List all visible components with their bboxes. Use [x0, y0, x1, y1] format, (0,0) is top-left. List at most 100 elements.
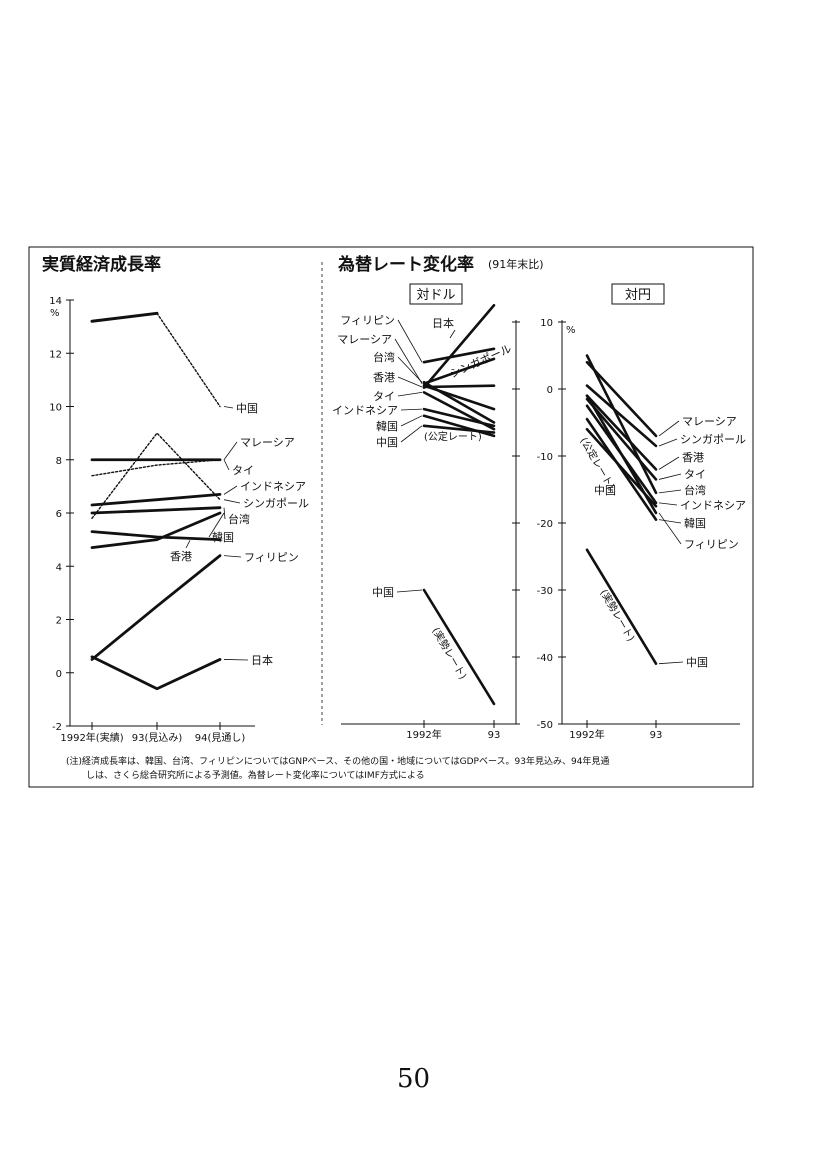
usd-series-label: 日本 [432, 316, 454, 330]
jpy-series-label: フィリピン [684, 538, 739, 551]
usd-official-rate-label: (公定レート) [424, 430, 482, 443]
growth-x-tick-label: 93(見込み) [132, 732, 183, 744]
growth-line-series-2 [91, 459, 221, 477]
growth-line-series-0-segment [156, 312, 221, 408]
growth-line-series-3 [90, 492, 222, 507]
jpy-series-label: 台湾 [684, 483, 706, 497]
page-number: 50 [396, 1064, 431, 1094]
growth-leader-line [223, 485, 238, 495]
jpy-leader-line [658, 420, 680, 437]
growth-series-label: 香港 [170, 550, 192, 563]
growth-line-series-0 [90, 311, 159, 323]
growth-line-series-4 [91, 432, 221, 520]
growth-leader-line [223, 499, 241, 504]
growth-series-label: タイ [232, 464, 254, 477]
usd-leader-line [400, 408, 423, 411]
jpy-line-series-1 [585, 384, 658, 448]
growth-x-tick-label: 94(見通し) [195, 732, 246, 744]
growth-line-series-8 [90, 554, 222, 661]
growth-y-tick-label: 6 [56, 509, 62, 520]
usd-series-label: 台湾 [373, 350, 395, 364]
footnote-line-2: しは、さくら総合研究所による予測値。為替レート変化率についてはIMF方式による [86, 769, 425, 781]
jpy-line-series-9 [585, 548, 658, 665]
growth-y-unit: % [50, 308, 60, 319]
jpy-series-label: 香港 [682, 451, 704, 464]
jpy-x-tick-label: 93 [650, 730, 663, 741]
jpy-leader-line [658, 661, 684, 665]
usd-leader-line [400, 425, 423, 443]
footnote-line-1: (注)経済成長率は、韓国、台湾、フィリピンについてはGNPベース、その他の国・地… [66, 755, 609, 767]
jpy-y-tick-label: 10 [540, 318, 553, 329]
jpy-line-series-0 [585, 360, 658, 438]
jpy-leader-line [658, 502, 678, 506]
usd-line-series-2 [422, 357, 496, 385]
jpy-leader-line [658, 512, 682, 545]
usd-leader-line [397, 376, 423, 388]
usd-leader-line [400, 415, 423, 427]
jpy-y-tick-label: 0 [547, 385, 553, 396]
usd-leader-line [449, 329, 456, 339]
growth-series-label: フィリピン [244, 551, 299, 564]
jpy-leader-line [658, 489, 682, 494]
growth-line-series-7 [90, 530, 222, 542]
usd-line-series-5 [422, 384, 496, 389]
growth-leader-line [223, 555, 242, 558]
jpy-y-tick-label: -40 [537, 653, 553, 664]
growth-x-tick-label: 1992年(実績) [60, 731, 123, 744]
jpy-leader-line [658, 438, 678, 447]
growth-line-series-6 [90, 511, 222, 550]
usd-leader-line [396, 589, 423, 593]
growth-line-series-5 [90, 506, 222, 515]
growth-line-series-9 [90, 655, 222, 691]
growth-leader-line [223, 441, 238, 460]
usd-line-series-7 [422, 407, 496, 428]
usd-x-tick-label: 93 [488, 730, 501, 741]
jpy-y-tick-label: -20 [537, 519, 553, 530]
growth-y-tick-label: 12 [49, 349, 62, 360]
usd-series-label: 香港 [373, 371, 395, 384]
jpy-series-label: インドネシア [680, 499, 746, 512]
growth-leader-line [223, 406, 234, 409]
jpy-series-label: 韓国 [684, 517, 706, 530]
growth-y-tick-label: 0 [56, 669, 62, 680]
jpy-line-series-2 [585, 394, 658, 471]
usd-series-label: 韓国 [376, 420, 398, 433]
growth-series-label: 韓国 [212, 531, 234, 544]
growth-series-label: 日本 [251, 653, 273, 667]
usd-leader-line [397, 391, 423, 397]
jpy-y-tick-label: -50 [537, 720, 553, 731]
growth-series-label: マレーシア [240, 436, 295, 449]
jpy-line-series-4 [585, 354, 658, 495]
usd-series-label: 中国 [376, 436, 398, 449]
usd-line-series-10 [422, 588, 496, 706]
growth-y-tick-label: -2 [52, 722, 62, 733]
usd-series-label: タイ [373, 390, 395, 403]
jpy-chart: 対円 % -50 -40 -30 -20 -10 0 10 1992年 93 マレーシアシンガ… [537, 283, 746, 741]
jpy-series-label: タイ [684, 468, 706, 481]
jpy-series-label: シンガポール [680, 433, 746, 446]
jpy-leader-line [658, 519, 682, 524]
usd-series-label: マレーシア [337, 333, 392, 346]
usd-line-series-1 [422, 347, 496, 364]
growth-y-tick-label: 2 [56, 616, 62, 627]
jpy-market-rate-label: (実勢レート) [597, 587, 637, 644]
usd-line-series-4 [422, 384, 496, 411]
jpy-y-tick-label: -30 [537, 586, 553, 597]
jpy-y-tick-label: -10 [537, 452, 553, 463]
figure-frame [28, 246, 754, 788]
jpy-chart-title: 対円 [625, 288, 651, 303]
usd-chart-title: 対ドル [416, 288, 455, 303]
usd-line-series-0 [422, 303, 496, 389]
fx-panel-subtitle: (91年末比) [488, 257, 544, 271]
growth-series-label: 中国 [236, 402, 258, 415]
usd-series-label: 中国 [372, 586, 394, 599]
growth-leader-line [223, 507, 226, 520]
jpy-series-label: マレーシア [682, 415, 737, 428]
jpy-y-unit: % [566, 325, 576, 336]
growth-y-tick-label: 14 [49, 296, 62, 307]
growth-series-label: インドネシア [240, 480, 306, 493]
growth-series-label: シンガポール [243, 497, 309, 510]
